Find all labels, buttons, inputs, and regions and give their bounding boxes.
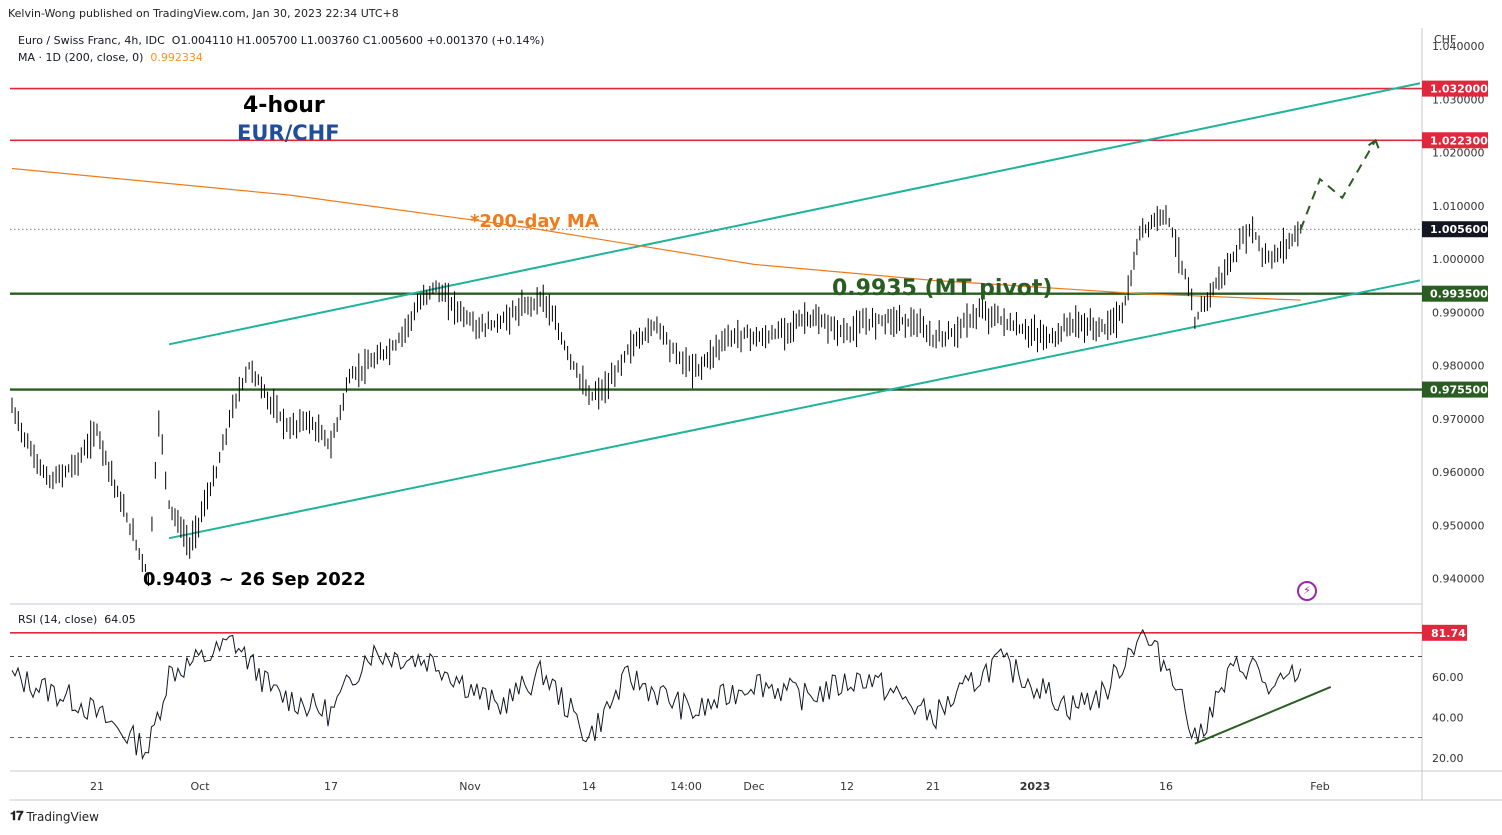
price-tick: 1.040000 [1432,40,1485,53]
price-tick: 0.970000 [1432,413,1485,426]
rsi-label: 81.74 [1431,627,1466,640]
pair-title: EUR/CHF [237,121,340,145]
price-label: 1.022300 [1430,134,1488,147]
ma-label: MA · 1D (200, close, 0) [18,51,144,64]
price-tick: 0.980000 [1432,360,1485,373]
channel-lower [168,279,1421,540]
price-label: 1.032000 [1430,83,1488,96]
publisher-line: Kelvin-Wong published on TradingView.com… [8,7,399,20]
rsi-tick: 40.00 [1432,711,1464,724]
time-tick: 12 [840,780,854,793]
time-tick: Oct [190,780,210,793]
time-tick: 21 [926,780,940,793]
ma-legend: MA · 1D (200, close, 0) 0.992334 [18,51,203,64]
footer-name: TradingView [26,809,99,824]
time-tick: 16 [1159,780,1173,793]
rsi-value: 64.05 [104,613,136,626]
price-tick: 0.990000 [1432,306,1485,319]
time-tick: 2023 [1020,780,1051,793]
price-tick: 1.000000 [1432,253,1485,266]
time-tick: 21 [90,780,104,793]
pivot-annotation: 0.9935 (MT pivot) [832,276,1053,301]
price-tick: 0.960000 [1432,466,1485,479]
axes: 1.0400001.0300001.0200001.0100001.000000… [90,40,1488,793]
projection-arrowhead [1367,138,1380,149]
rsi-tick: 20.00 [1432,752,1464,765]
time-tick: Nov [459,780,481,793]
price-tick: 0.950000 [1432,519,1485,532]
rsi-label-bg [1422,624,1467,641]
currency-label: CHF [1434,33,1457,46]
price-tick: 0.940000 [1432,573,1485,586]
ma-200d-line [11,167,1301,301]
rsi-tick: 60.00 [1432,671,1464,684]
price-panel [10,82,1422,587]
price-tick: 1.020000 [1432,147,1485,160]
time-tick: 17 [324,780,338,793]
footer-brand[interactable]: 𝟏𝟕 TradingView [10,809,99,824]
symbol-legend: Euro / Swiss Franc, 4h, IDC O1.004110 H1… [18,34,544,47]
channel-upper [168,82,1421,346]
rsi-label: RSI (14, close) [18,613,98,626]
price-label: 0.993500 [1430,288,1488,301]
price-label-bg [1422,285,1488,302]
rsi-trendline [1194,686,1332,745]
projection-path [1299,139,1377,230]
time-tick: 14 [582,780,596,793]
price-label: 0.975500 [1430,384,1488,397]
rsi-line [11,628,1302,761]
ma-annotation: *200-day MA [470,211,599,232]
ohlc-values: O1.004110 H1.005700 L1.003760 C1.005600 … [171,34,545,47]
tradingview-logo-icon: 𝟏𝟕 [10,809,24,824]
price-bars [11,205,1302,587]
ma-value: 0.992334 [150,51,203,64]
rsi-panel [10,628,1422,761]
price-label: 1.005600 [1430,223,1488,236]
price-label-bg [1422,221,1488,238]
lightning-icon[interactable]: ⚡ [1297,581,1317,601]
timeframe-title: 4-hour [243,93,325,118]
price-tick: 1.010000 [1432,200,1485,213]
symbol-name: Euro / Swiss Franc, 4h, IDC [18,34,165,47]
time-tick: 14:00 [670,780,702,793]
price-label-bg [1422,381,1488,398]
rsi-legend: RSI (14, close) 64.05 [18,613,136,626]
time-tick: Feb [1310,780,1329,793]
low-annotation: 0.9403 ~ 26 Sep 2022 [143,569,366,590]
time-tick: Dec [743,780,764,793]
price-label-bg [1422,80,1488,97]
price-label-bg [1422,132,1488,149]
